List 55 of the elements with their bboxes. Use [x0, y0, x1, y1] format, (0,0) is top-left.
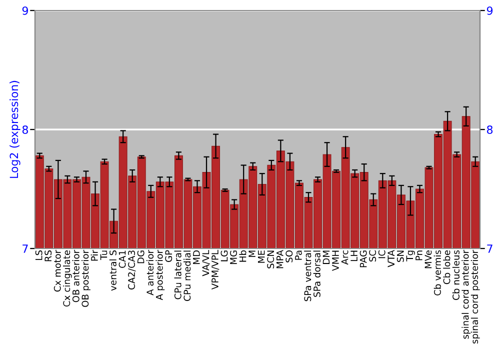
x-tick-label: LG — [220, 250, 228, 262]
x-tick-label: VA/VL — [202, 250, 210, 276]
x-tick-label: CA2/CA3 — [128, 250, 136, 290]
x-tick-label: Pn — [416, 250, 422, 260]
y-tick-label: 7 — [22, 244, 28, 253]
x-tick-label: SCN — [267, 250, 274, 268]
x-tick-label: VTA — [388, 250, 394, 268]
x-tick-label: VPM/VPL — [212, 250, 220, 290]
x-tick-label: spinal cord anterior — [462, 250, 471, 339]
x-tick-label: OB posterior — [82, 250, 90, 307]
y-tick-label: 9 — [22, 6, 28, 15]
x-tick-label: IC — [378, 250, 386, 258]
x-tick-label: Cb vermis — [434, 250, 441, 296]
x-tick-label: Cb nucleus — [452, 250, 460, 300]
y2-tick-label: 8 — [487, 125, 493, 134]
x-tick-label: DG — [137, 250, 144, 264]
x-tick-label: MVe — [424, 250, 432, 268]
x-tick-label: Cx cingulate — [63, 250, 72, 307]
x-tick-label: DM — [322, 250, 330, 264]
x-tick-label: spinal cord posterior — [470, 250, 480, 344]
x-tick-label: SO — [286, 250, 293, 262]
x-tick-label: LH — [350, 250, 358, 261]
x-tick-label: Pir — [90, 250, 98, 261]
x-tick-label: Cx motor — [54, 250, 61, 292]
x-tick-label: Cb lobe — [443, 250, 450, 284]
x-tick-label: A anterior — [146, 250, 154, 296]
y-tick-label: 8 — [22, 125, 28, 134]
x-tick-label: MG — [230, 250, 237, 264]
x-tick-label: VMH — [332, 250, 339, 271]
x-tick-label: M — [248, 250, 256, 257]
x-tick-label: PAG — [360, 250, 367, 268]
x-tick-label: SPa dorsal — [313, 250, 320, 297]
x-tick-label: CPu lateral — [174, 250, 182, 300]
y-axis-title: Log2 (expression) — [10, 80, 20, 178]
x-tick-label: MD — [193, 250, 200, 264]
y2-tick-label: 9 — [486, 6, 493, 15]
x-tick-label: Tu — [100, 250, 108, 260]
x-tick-label: Arc — [341, 250, 348, 265]
x-tick-label: SPa ventral — [304, 250, 312, 302]
x-tick-label: OB anterior — [72, 250, 80, 302]
x-tick-label: GP — [165, 250, 172, 262]
x-tick-label: Hb — [239, 250, 246, 262]
y2-tick-label: 7 — [487, 244, 492, 253]
x-tick-label: SN — [396, 250, 404, 262]
x-tick-label: RS — [44, 250, 52, 262]
x-tick-label: SC — [369, 250, 376, 262]
x-tick-label: CA1 — [118, 250, 126, 268]
x-tick-label: LS — [35, 250, 42, 260]
x-tick-label: ventral S — [109, 250, 116, 291]
x-tick-label: CPu medial — [184, 250, 191, 301]
x-tick-label: Tg — [406, 250, 415, 262]
x-tick-label: A posterior — [156, 250, 165, 300]
x-tick-label: Pa — [295, 250, 302, 260]
x-tick-label: MPA — [276, 250, 284, 268]
x-tick-label: ME — [258, 250, 265, 263]
